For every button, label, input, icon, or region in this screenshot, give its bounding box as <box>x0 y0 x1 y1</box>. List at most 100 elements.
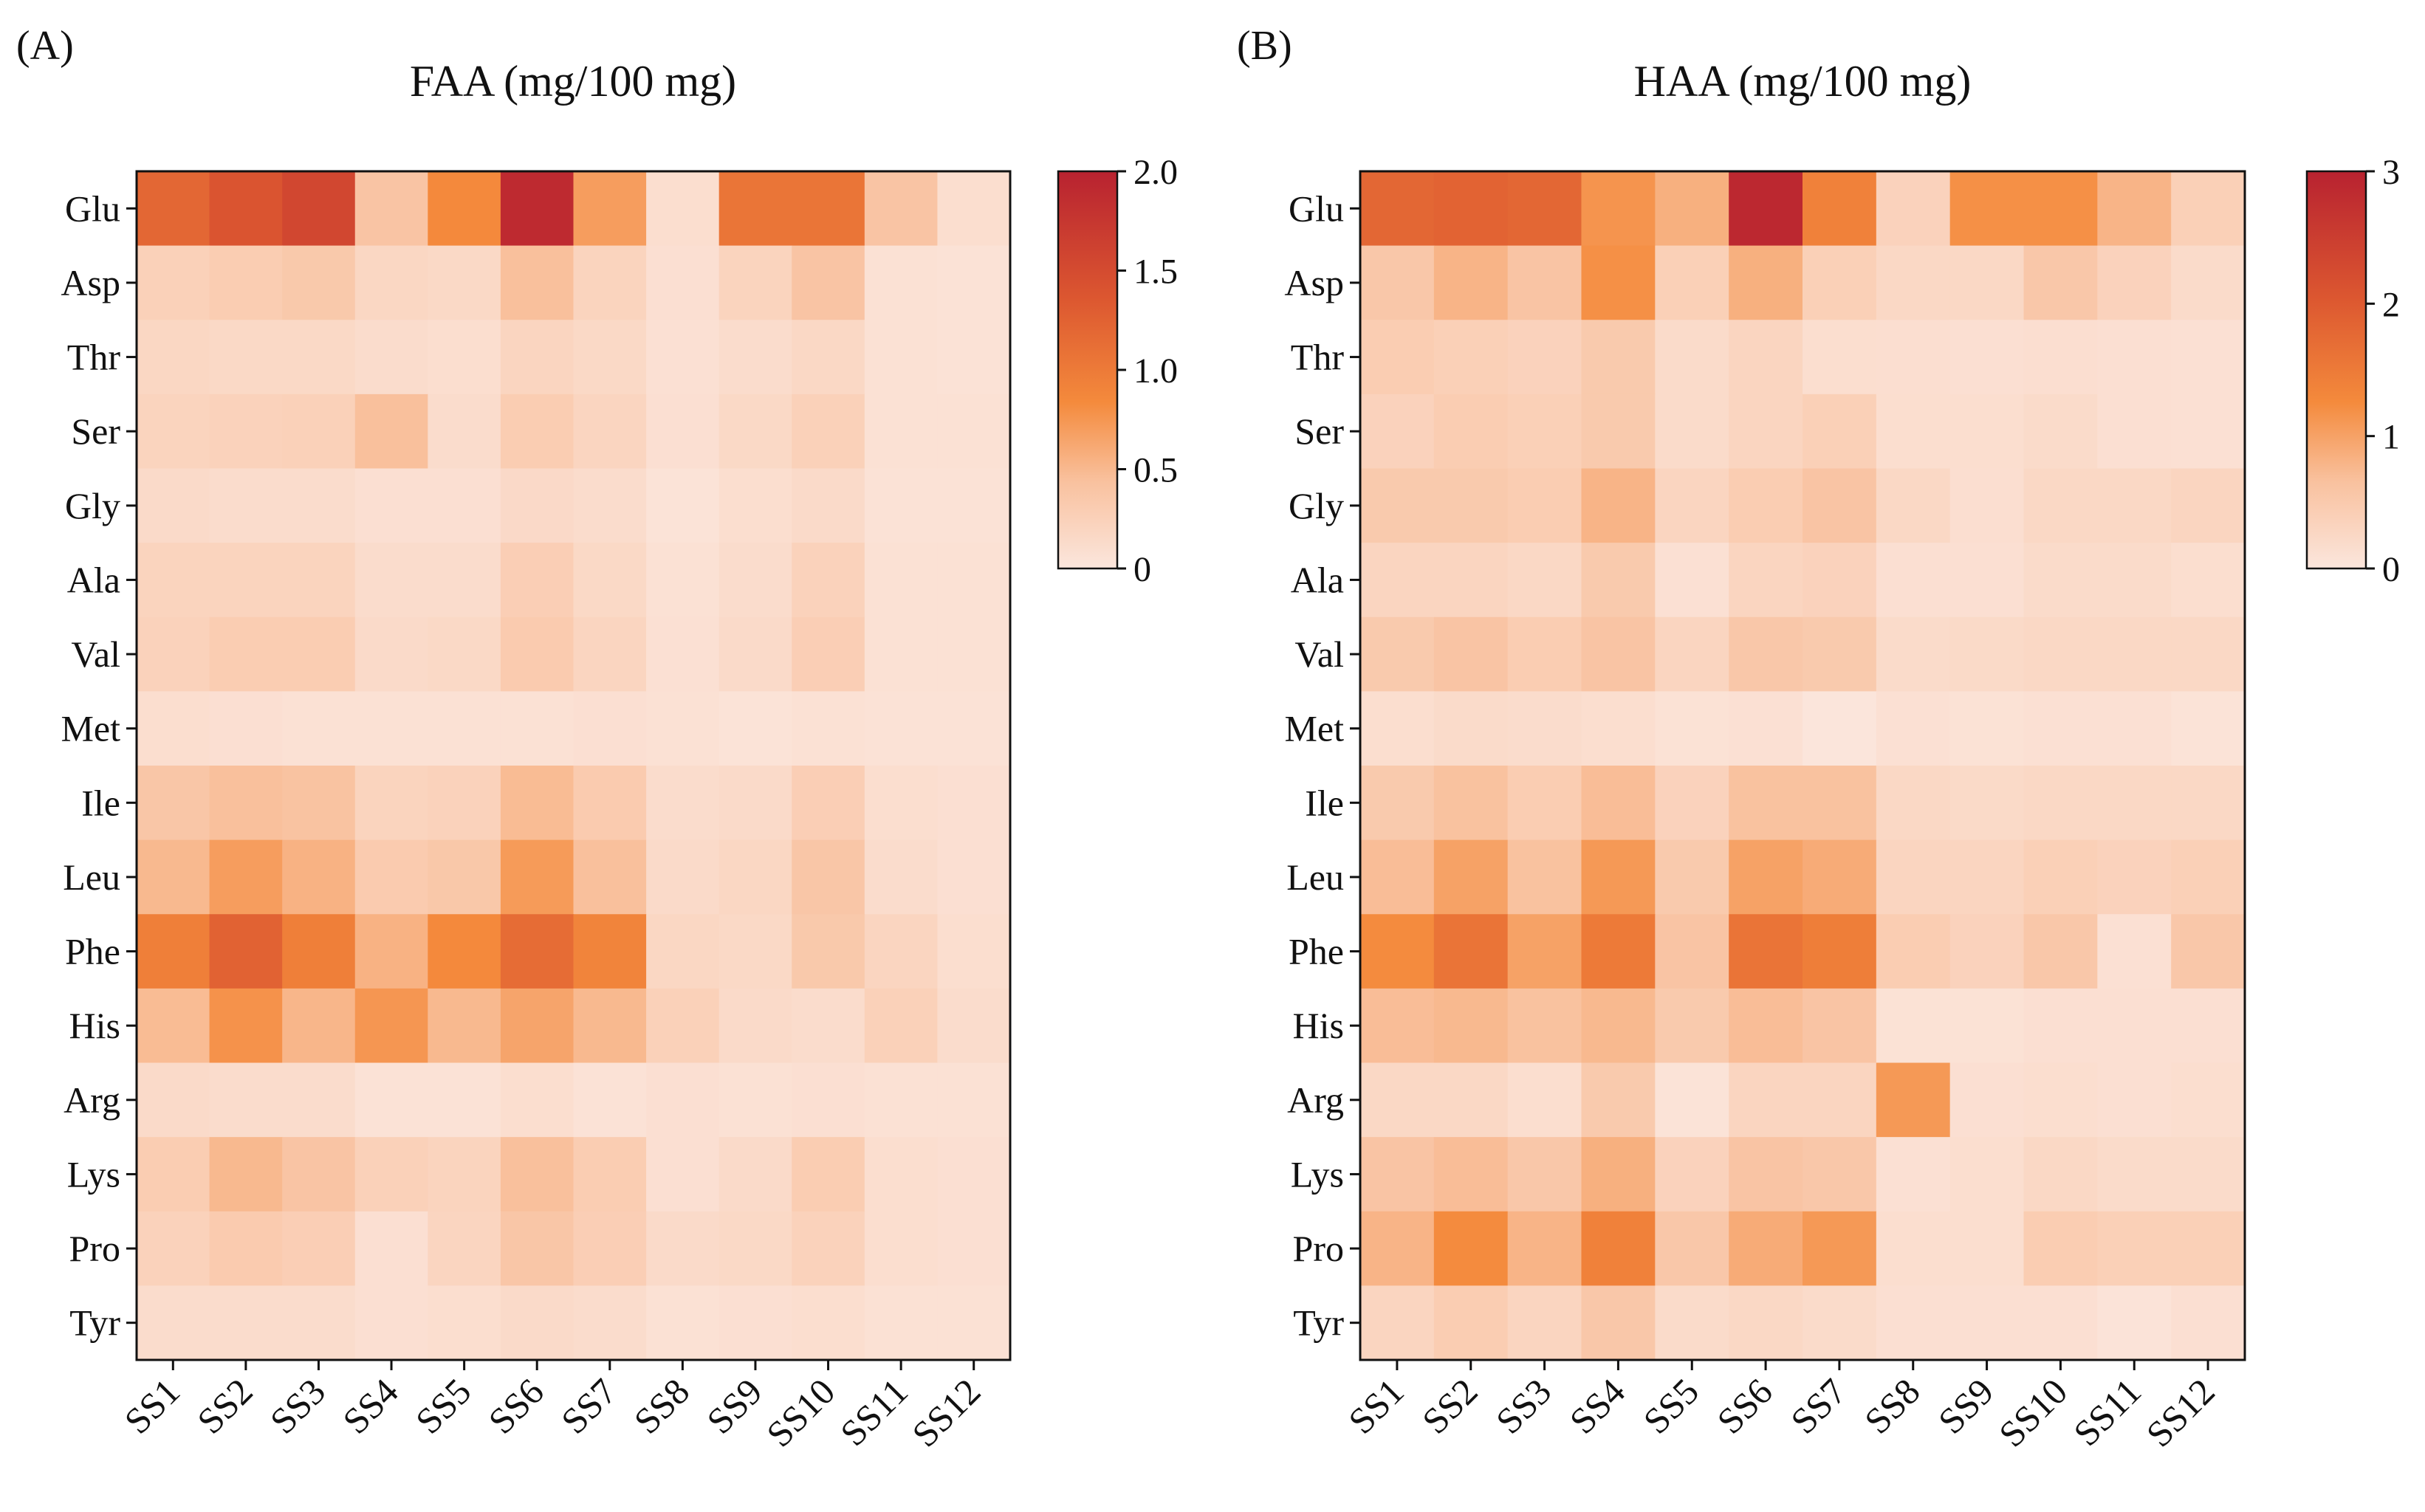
x-tick-label-haa-ss10: SS10 <box>1991 1370 2075 1454</box>
cell-faa-met-ss2 <box>209 691 283 766</box>
cell-haa-asp-ss2 <box>1433 245 1509 320</box>
cell-haa-met-ss5 <box>1655 691 1729 766</box>
cell-haa-asp-ss11 <box>2097 245 2172 320</box>
panel-label-a: (A) <box>16 23 74 69</box>
cell-haa-pro-ss6 <box>1729 1211 1803 1286</box>
cell-haa-lys-ss7 <box>1803 1137 1877 1212</box>
cell-faa-ala-ss5 <box>428 543 501 618</box>
cell-faa-ile-ss8 <box>646 766 720 841</box>
cell-haa-tyr-ss3 <box>1507 1285 1582 1361</box>
cell-haa-lys-ss8 <box>1876 1137 1951 1212</box>
cell-haa-leu-ss12 <box>2171 839 2246 915</box>
cell-haa-glu-ss2 <box>1433 171 1509 247</box>
cell-faa-phe-ss11 <box>864 914 939 989</box>
cell-haa-arg-ss7 <box>1803 1062 1877 1138</box>
cell-haa-met-ss8 <box>1876 691 1951 766</box>
cell-haa-ala-ss4 <box>1581 543 1656 618</box>
cell-haa-pro-ss2 <box>1433 1211 1509 1286</box>
cell-haa-thr-ss7 <box>1803 320 1877 395</box>
cell-faa-arg-ss1 <box>137 1062 210 1138</box>
cell-haa-thr-ss9 <box>1949 320 2025 395</box>
cell-faa-his-ss3 <box>282 988 356 1064</box>
cell-faa-thr-ss9 <box>718 320 792 395</box>
cell-faa-tyr-ss6 <box>500 1285 574 1361</box>
cell-faa-arg-ss10 <box>792 1062 865 1138</box>
cell-haa-leu-ss10 <box>2023 839 2098 915</box>
cell-haa-thr-ss4 <box>1581 320 1656 395</box>
x-tick-label-faa-ss1: SS1 <box>116 1370 188 1442</box>
cell-haa-his-ss5 <box>1655 988 1729 1064</box>
cell-haa-ser-ss7 <box>1803 394 1877 470</box>
cell-faa-leu-ss12 <box>937 839 1011 915</box>
cell-haa-ile-ss10 <box>2023 766 2098 841</box>
cell-faa-lys-ss11 <box>864 1137 939 1212</box>
cell-haa-his-ss3 <box>1507 988 1582 1064</box>
cell-haa-thr-ss1 <box>1360 320 1435 395</box>
cell-faa-val-ss11 <box>864 616 939 692</box>
colorbar-tick-label-faa-2: 1.0 <box>1133 351 1178 391</box>
cell-faa-thr-ss8 <box>646 320 720 395</box>
y-tick-label-faa-ala: Ala <box>67 559 120 600</box>
cell-haa-ala-ss1 <box>1360 543 1435 618</box>
cell-faa-pro-ss11 <box>864 1211 939 1286</box>
x-tick-label-faa-ss10: SS10 <box>758 1370 843 1454</box>
cell-haa-tyr-ss12 <box>2171 1285 2246 1361</box>
cell-haa-glu-ss5 <box>1655 171 1729 247</box>
cell-haa-ala-ss5 <box>1655 543 1729 618</box>
cell-haa-tyr-ss1 <box>1360 1285 1435 1361</box>
cell-haa-arg-ss6 <box>1729 1062 1803 1138</box>
cell-faa-phe-ss6 <box>500 914 574 989</box>
cell-faa-gly-ss11 <box>864 468 939 543</box>
cell-faa-ser-ss4 <box>354 394 428 470</box>
cell-faa-ile-ss11 <box>864 766 939 841</box>
cell-haa-gly-ss4 <box>1581 468 1656 543</box>
colorbar-tick-label-haa-0: 0 <box>2382 550 2400 589</box>
cell-haa-glu-ss4 <box>1581 171 1656 247</box>
cell-faa-leu-ss9 <box>718 839 792 915</box>
cell-faa-tyr-ss7 <box>573 1285 647 1361</box>
cell-faa-gly-ss2 <box>209 468 283 543</box>
cell-haa-met-ss2 <box>1433 691 1509 766</box>
cell-faa-tyr-ss2 <box>209 1285 283 1361</box>
x-tick-label-haa-ss12: SS12 <box>2138 1370 2223 1454</box>
cell-haa-arg-ss5 <box>1655 1062 1729 1138</box>
cell-faa-asp-ss12 <box>937 245 1011 320</box>
panel-haa: (B) HAA (mg/100 mg) Glu Asp Thr Ser Gly Ala Va… <box>1237 23 2400 1454</box>
panel-faa: (A) FAA (mg/100 mg) Glu Asp Thr Ser Gly Ala Va… <box>16 23 1178 1454</box>
cell-faa-asp-ss8 <box>646 245 720 320</box>
cell-haa-tyr-ss2 <box>1433 1285 1509 1361</box>
cell-faa-val-ss4 <box>354 616 428 692</box>
cell-haa-his-ss12 <box>2171 988 2246 1064</box>
cell-faa-his-ss8 <box>646 988 720 1064</box>
cell-haa-phe-ss11 <box>2097 914 2172 989</box>
cell-haa-glu-ss9 <box>1949 171 2025 247</box>
cell-faa-phe-ss5 <box>428 914 501 989</box>
cell-faa-thr-ss12 <box>937 320 1011 395</box>
cell-faa-pro-ss10 <box>792 1211 865 1286</box>
cell-faa-pro-ss6 <box>500 1211 574 1286</box>
cell-faa-ile-ss3 <box>282 766 356 841</box>
cell-haa-his-ss10 <box>2023 988 2098 1064</box>
cell-haa-pro-ss12 <box>2171 1211 2246 1286</box>
heatmap-cells-haa <box>1360 171 2246 1361</box>
cell-haa-arg-ss3 <box>1507 1062 1582 1138</box>
x-tick-label-faa-ss12: SS12 <box>904 1370 988 1454</box>
cell-haa-tyr-ss8 <box>1876 1285 1951 1361</box>
cell-faa-lys-ss10 <box>792 1137 865 1212</box>
cell-faa-leu-ss6 <box>500 839 574 915</box>
x-tick-label-haa-ss2: SS2 <box>1414 1370 1486 1442</box>
y-tick-label-faa-tyr: Tyr <box>69 1302 120 1344</box>
cell-haa-phe-ss1 <box>1360 914 1435 989</box>
cell-faa-arg-ss8 <box>646 1062 720 1138</box>
cell-faa-val-ss8 <box>646 616 720 692</box>
x-tick-label-haa-ss9: SS9 <box>1930 1370 2002 1442</box>
cell-haa-ser-ss12 <box>2171 394 2246 470</box>
cell-haa-ser-ss3 <box>1507 394 1582 470</box>
cell-faa-arg-ss7 <box>573 1062 647 1138</box>
y-tick-label-haa-met: Met <box>1284 708 1344 749</box>
cell-haa-gly-ss12 <box>2171 468 2246 543</box>
colorbar-gradient-faa <box>1057 170 1119 570</box>
cell-haa-met-ss6 <box>1729 691 1803 766</box>
cell-haa-val-ss1 <box>1360 616 1435 692</box>
